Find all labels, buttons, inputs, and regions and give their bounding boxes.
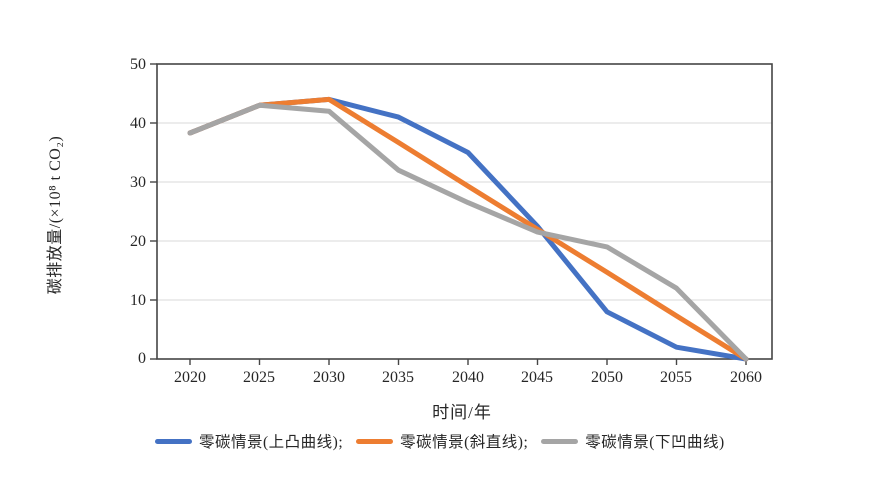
plot-border xyxy=(156,63,773,360)
x-tick-label: 2060 xyxy=(730,369,762,386)
y-tick-label: 40 xyxy=(130,115,146,132)
chart-legend: 零碳情景(上凸曲线); 零碳情景(斜直线); 零碳情景(下凹曲线) xyxy=(155,430,725,452)
y-tick-label: 20 xyxy=(130,233,146,250)
legend-item-straight: 零碳情景(斜直线); xyxy=(356,430,528,452)
y-tick-label: 30 xyxy=(130,174,146,191)
legend-swatch-convex xyxy=(155,438,192,444)
legend-label-convex: 零碳情景(上凸曲线); xyxy=(199,434,344,451)
x-tick-label: 2020 xyxy=(174,369,206,386)
x-tick-label: 2035 xyxy=(382,369,414,386)
y-tick-label: 0 xyxy=(138,350,146,367)
x-tick-label: 2040 xyxy=(452,369,484,386)
legend-label-concave: 零碳情景(下凹曲线) xyxy=(585,434,725,451)
x-tick-label: 2055 xyxy=(660,369,692,386)
y-tick-label: 10 xyxy=(130,292,146,309)
legend-swatch-straight xyxy=(356,438,394,444)
x-tick-label: 2030 xyxy=(313,369,345,386)
y-axis-title: 碳排放量/(×10⁸ t CO₂) xyxy=(47,135,64,295)
series-line xyxy=(187,96,749,362)
y-tick-label: 50 xyxy=(130,56,146,73)
legend-item-convex: 零碳情景(上凸曲线); xyxy=(155,430,343,452)
legend-item-concave: 零碳情景(下凹曲线) xyxy=(541,430,724,452)
legend-label-straight: 零碳情景(斜直线); xyxy=(400,434,529,451)
x-tick-label: 2025 xyxy=(243,369,275,386)
x-tick-label: 2045 xyxy=(521,369,553,386)
x-tick-label: 2050 xyxy=(591,369,623,386)
series-line xyxy=(187,102,749,362)
legend-swatch-concave xyxy=(541,438,579,444)
series-line xyxy=(187,96,749,362)
x-axis-title: 时间/年 xyxy=(432,403,492,422)
